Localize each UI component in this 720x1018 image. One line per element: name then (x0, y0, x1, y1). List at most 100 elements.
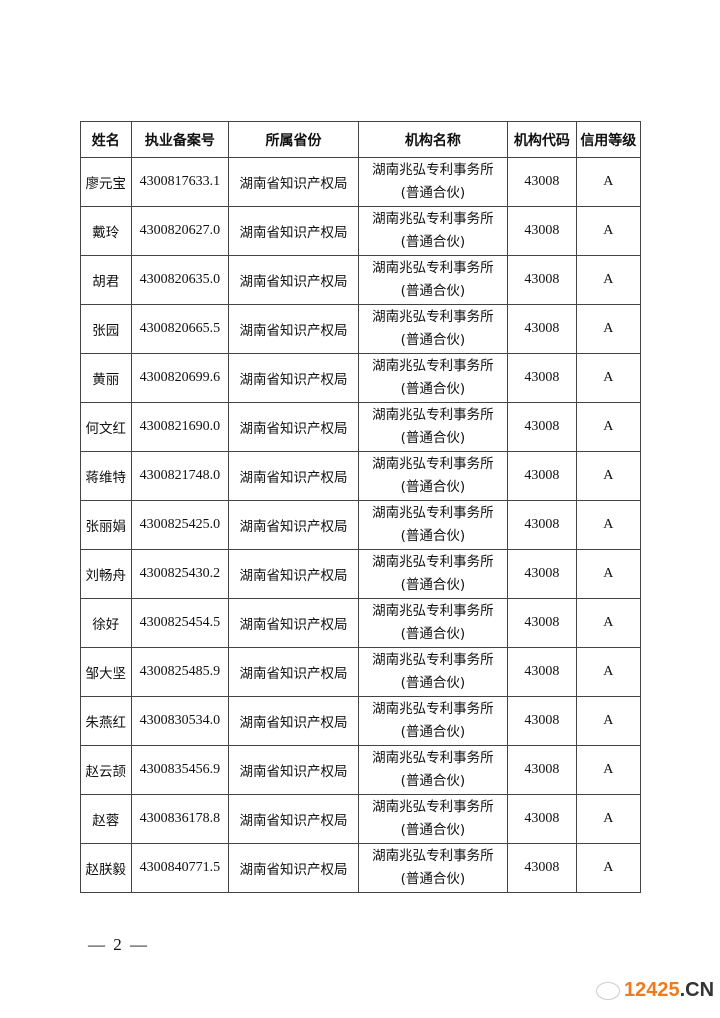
cell-province: 湖南省知识产权局 (228, 745, 359, 795)
cell-name: 赵朕毅 (80, 843, 132, 893)
cell-org-code: 43008 (507, 696, 577, 746)
cell-credit-level: A (575, 843, 642, 893)
org-name-line1: 湖南兆弘专利事务所 (372, 554, 494, 570)
org-name-line2: (普通合伙) (400, 626, 466, 642)
cell-name: 张丽娟 (80, 500, 132, 550)
org-name-line1: 湖南兆弘专利事务所 (372, 358, 494, 374)
org-name-line2: (普通合伙) (400, 773, 466, 789)
cell-credit-level: A (575, 304, 642, 354)
cell-record-number: 4300825430.2 (130, 549, 230, 599)
cell-credit-level: A (575, 500, 642, 550)
table-row: 戴玲 4300820627.0 湖南省知识产权局 湖南兆弘专利事务所 (普通合伙) 430… (80, 206, 642, 256)
org-name-line1: 湖南兆弘专利事务所 (372, 407, 494, 423)
cell-org-code: 43008 (507, 549, 577, 599)
org-name-line1: 湖南兆弘专利事务所 (372, 260, 494, 276)
cell-province: 湖南省知识产权局 (228, 500, 359, 550)
cell-credit-level: A (575, 353, 642, 403)
cell-org-code: 43008 (507, 745, 577, 795)
watermark-text-orange: 12425 (624, 979, 680, 1001)
table-row: 赵蓉 4300836178.8 湖南省知识产权局 湖南兆弘专利事务所 (普通合伙) 430… (80, 794, 642, 844)
cell-name: 刘畅舟 (80, 549, 132, 599)
cell-record-number: 4300835456.9 (130, 745, 230, 795)
cell-org-code: 43008 (507, 304, 577, 354)
org-name-line2: (普通合伙) (400, 381, 466, 397)
header-credit-level: 信用等级 (575, 121, 642, 158)
org-name-line1: 湖南兆弘专利事务所 (372, 211, 494, 227)
cell-credit-level: A (575, 451, 642, 501)
header-name: 姓名 (80, 121, 132, 158)
cell-org-code: 43008 (507, 500, 577, 550)
cell-record-number: 4300821748.0 (130, 451, 230, 501)
table-row: 刘畅舟 4300825430.2 湖南省知识产权局 湖南兆弘专利事务所 (普通合伙) 43… (80, 549, 642, 599)
cell-name: 何文红 (80, 402, 132, 452)
org-name-line1: 湖南兆弘专利事务所 (372, 799, 494, 815)
cell-org-code: 43008 (507, 794, 577, 844)
table-row: 张丽娟 4300825425.0 湖南省知识产权局 湖南兆弘专利事务所 (普通合伙) 43… (80, 500, 642, 550)
cell-organization: 湖南兆弘专利事务所 (普通合伙) (357, 794, 509, 844)
cell-record-number: 4300820635.0 (130, 255, 230, 305)
org-name-line2: (普通合伙) (400, 675, 466, 691)
cell-organization: 湖南兆弘专利事务所 (普通合伙) (357, 451, 509, 501)
cell-province: 湖南省知识产权局 (228, 402, 359, 452)
org-name-line1: 湖南兆弘专利事务所 (372, 652, 494, 668)
cell-name: 张园 (80, 304, 132, 354)
cell-org-code: 43008 (507, 353, 577, 403)
cell-province: 湖南省知识产权局 (228, 451, 359, 501)
cell-record-number: 4300825425.0 (130, 500, 230, 550)
cell-credit-level: A (575, 206, 642, 256)
wechat-icon (596, 981, 620, 1000)
table-row: 徐好 4300825454.5 湖南省知识产权局 湖南兆弘专利事务所 (普通合伙) 430… (80, 598, 642, 648)
org-name-line2: (普通合伙) (400, 430, 466, 446)
org-name-line1: 湖南兆弘专利事务所 (372, 309, 494, 325)
cell-name: 蒋维特 (80, 451, 132, 501)
cell-province: 湖南省知识产权局 (228, 157, 359, 207)
cell-organization: 湖南兆弘专利事务所 (普通合伙) (357, 843, 509, 893)
cell-org-code: 43008 (507, 206, 577, 256)
cell-credit-level: A (575, 598, 642, 648)
cell-record-number: 4300821690.0 (130, 402, 230, 452)
table-row: 胡君 4300820635.0 湖南省知识产权局 湖南兆弘专利事务所 (普通合伙) 430… (80, 255, 642, 305)
org-name-line1: 湖南兆弘专利事务所 (372, 456, 494, 472)
org-name-line1: 湖南兆弘专利事务所 (372, 750, 494, 766)
cell-province: 湖南省知识产权局 (228, 843, 359, 893)
org-name-line2: (普通合伙) (400, 724, 466, 740)
table-header-row: 姓名 执业备案号 所属省份 机构名称 机构代码 信用等级 (80, 121, 642, 158)
table-row: 廖元宝 4300817633.1 湖南省知识产权局 湖南兆弘专利事务所 (普通合伙) 43… (80, 157, 642, 207)
cell-org-code: 43008 (507, 843, 577, 893)
cell-name: 赵蓉 (80, 794, 132, 844)
cell-name: 廖元宝 (80, 157, 132, 207)
header-record-number: 执业备案号 (130, 121, 230, 158)
watermark-logo: 12425 .CN (596, 979, 714, 1002)
org-name-line1: 湖南兆弘专利事务所 (372, 603, 494, 619)
table-row: 何文红 4300821690.0 湖南省知识产权局 湖南兆弘专利事务所 (普通合伙) 43… (80, 402, 642, 452)
table-row: 张园 4300820665.5 湖南省知识产权局 湖南兆弘专利事务所 (普通合伙) 430… (80, 304, 642, 354)
cell-name: 赵云颉 (80, 745, 132, 795)
cell-name: 徐好 (80, 598, 132, 648)
cell-province: 湖南省知识产权局 (228, 206, 359, 256)
cell-record-number: 4300825454.5 (130, 598, 230, 648)
header-province: 所属省份 (228, 121, 359, 158)
cell-province: 湖南省知识产权局 (228, 598, 359, 648)
cell-credit-level: A (575, 402, 642, 452)
table-row: 蒋维特 4300821748.0 湖南省知识产权局 湖南兆弘专利事务所 (普通合伙) 43… (80, 451, 642, 501)
cell-province: 湖南省知识产权局 (228, 549, 359, 599)
cell-organization: 湖南兆弘专利事务所 (普通合伙) (357, 402, 509, 452)
cell-record-number: 4300830534.0 (130, 696, 230, 746)
org-name-line2: (普通合伙) (400, 479, 466, 495)
org-name-line2: (普通合伙) (400, 871, 466, 887)
cell-organization: 湖南兆弘专利事务所 (普通合伙) (357, 353, 509, 403)
table-row: 朱燕红 4300830534.0 湖南省知识产权局 湖南兆弘专利事务所 (普通合伙) 43… (80, 696, 642, 746)
table-row: 赵云颉 4300835456.9 湖南省知识产权局 湖南兆弘专利事务所 (普通合伙) 43… (80, 745, 642, 795)
org-name-line2: (普通合伙) (400, 283, 466, 299)
cell-credit-level: A (575, 745, 642, 795)
cell-org-code: 43008 (507, 647, 577, 697)
page-number: — 2 — (88, 935, 149, 954)
cell-credit-level: A (575, 647, 642, 697)
cell-organization: 湖南兆弘专利事务所 (普通合伙) (357, 549, 509, 599)
cell-credit-level: A (575, 157, 642, 207)
cell-province: 湖南省知识产权局 (228, 794, 359, 844)
cell-credit-level: A (575, 255, 642, 305)
cell-record-number: 4300817633.1 (130, 157, 230, 207)
cell-credit-level: A (575, 794, 642, 844)
cell-credit-level: A (575, 549, 642, 599)
